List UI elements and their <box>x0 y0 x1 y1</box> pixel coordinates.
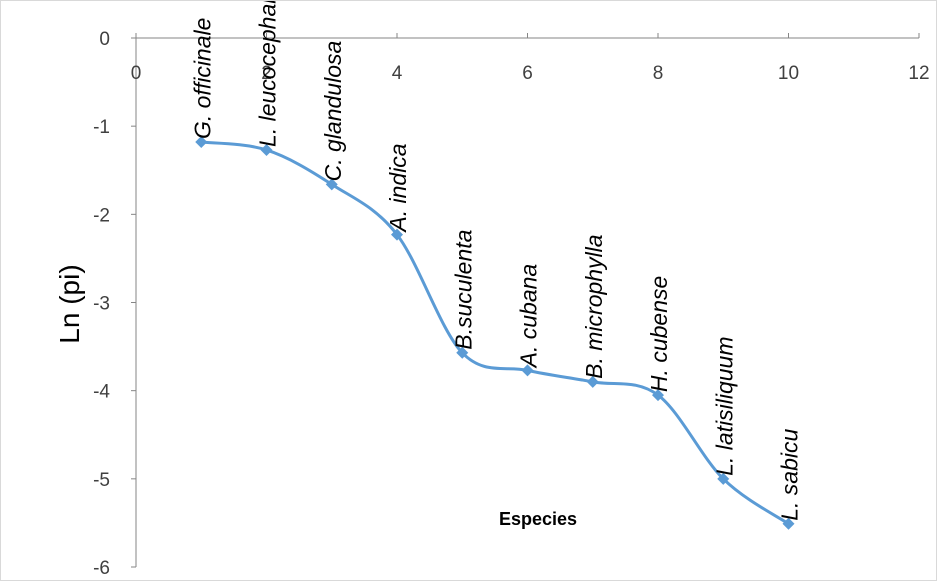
species-label: B.suculenta <box>450 230 476 350</box>
y-tick-label: -6 <box>93 558 110 579</box>
y-tick-labels: 0 -1 -2 -3 -4 -5 -6 <box>93 29 110 579</box>
y-tick-label: -4 <box>93 382 110 403</box>
species-label: L. sabicu <box>777 429 803 521</box>
data-point <box>717 472 730 485</box>
data-point <box>652 389 664 402</box>
data-point <box>782 517 795 530</box>
y-tick-label: 0 <box>99 29 110 50</box>
data-point <box>391 228 403 241</box>
species-label: A. cubana <box>516 264 542 370</box>
species-label: A. indica <box>385 143 411 233</box>
data-point <box>456 346 469 359</box>
species-labels: G. officinale L. leucocephala C. glandulos… <box>189 1 802 521</box>
series-line <box>201 140 790 526</box>
species-label: G. officinale <box>189 18 215 139</box>
species-label: L. latisiliquum <box>711 336 737 475</box>
data-point <box>260 143 273 156</box>
x-tick-label: 10 <box>778 63 799 84</box>
y-tick-label: -3 <box>93 294 110 315</box>
x-tick-label: 6 <box>522 63 533 84</box>
x-tick-label: 0 <box>131 63 142 84</box>
species-label: L. leucocephala <box>255 1 281 147</box>
x-tick-label: 4 <box>392 63 403 84</box>
axes <box>131 33 920 568</box>
data-point <box>586 375 599 388</box>
series-markers <box>195 136 795 530</box>
y-tick-label: -2 <box>93 205 110 226</box>
data-point <box>521 364 534 377</box>
data-point <box>195 136 208 149</box>
species-label: C. glandulosa <box>320 41 346 182</box>
y-tick-label: -5 <box>93 470 110 491</box>
data-point <box>325 178 338 191</box>
species-label: H. cubense <box>646 276 672 392</box>
x-tick-label: 12 <box>908 63 929 84</box>
y-tick-label: -1 <box>93 117 110 138</box>
x-tick-labels: 0 2 4 6 8 10 12 <box>131 63 930 84</box>
x-tick-label: 2 <box>261 63 272 84</box>
x-tick-label: 8 <box>653 63 664 84</box>
species-label: B. microphylla <box>581 234 607 378</box>
x-axis-title: Especies <box>499 509 577 529</box>
y-axis-title: Ln (pi) <box>54 264 85 343</box>
